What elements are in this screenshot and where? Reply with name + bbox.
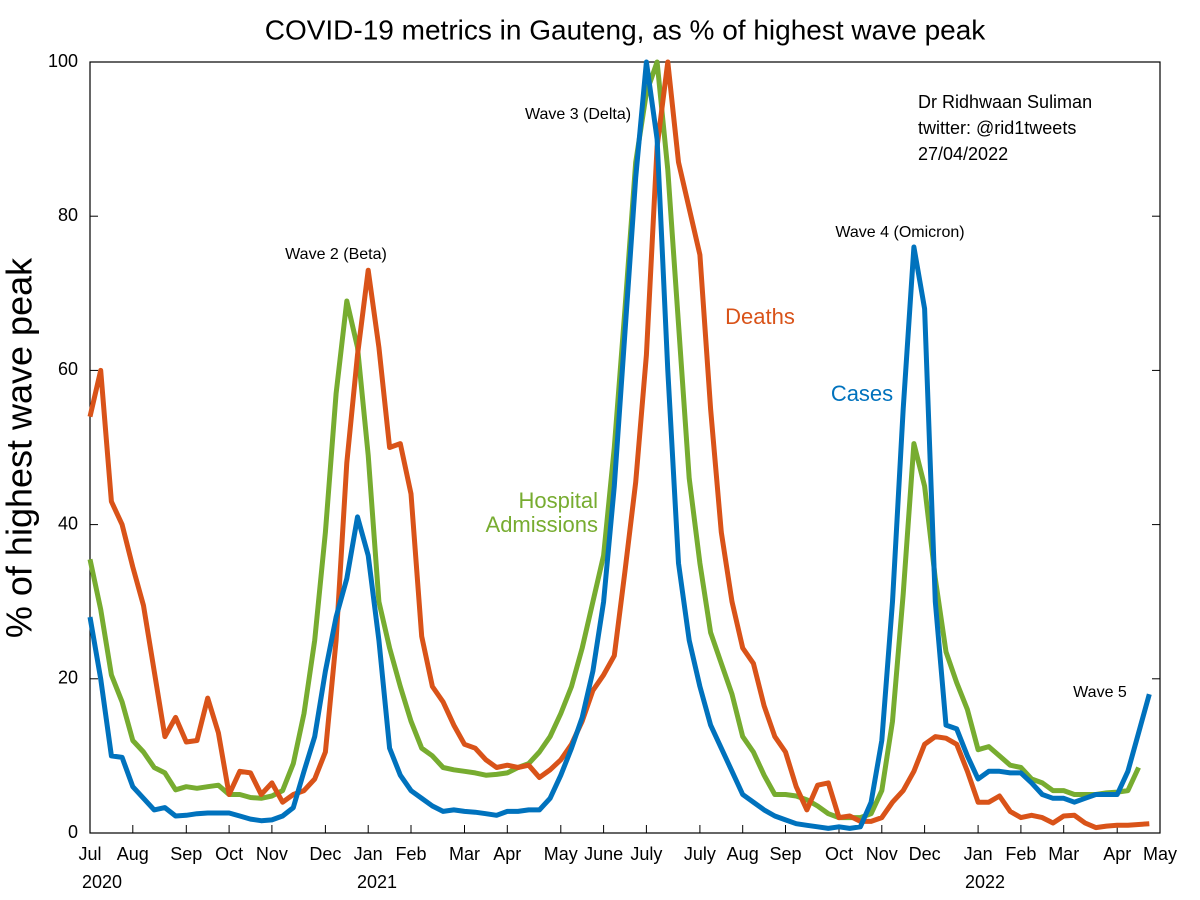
x-tick-label: Apr bbox=[1103, 844, 1131, 864]
year-label: 2020 bbox=[82, 872, 122, 892]
series-label: Hospital Admissions bbox=[486, 488, 598, 537]
annotation: Wave 3 (Delta) bbox=[525, 106, 631, 123]
y-tick-label: 0 bbox=[68, 822, 78, 842]
annotation: Wave 4 (Omicron) bbox=[835, 224, 964, 241]
x-tick-label: Oct bbox=[215, 844, 243, 864]
y-tick-label: 100 bbox=[48, 51, 78, 71]
x-tick-label: May bbox=[1143, 844, 1177, 864]
x-tick-label: Mar bbox=[1048, 844, 1079, 864]
annotation: Wave 2 (Beta) bbox=[285, 246, 387, 263]
y-tick-label: 40 bbox=[58, 513, 78, 533]
x-tick-label: Sep bbox=[170, 844, 202, 864]
y-axis-label: % of highest wave peak bbox=[0, 257, 40, 638]
credit: twitter: @rid1tweets bbox=[918, 118, 1076, 138]
x-tick-label: Mar bbox=[449, 844, 480, 864]
x-tick-label: Feb bbox=[395, 844, 426, 864]
x-tick-label: Dec bbox=[909, 844, 941, 864]
x-tick-label: Nov bbox=[256, 844, 288, 864]
series-label-line: Hospital bbox=[519, 488, 598, 513]
x-tick-label: Feb bbox=[1005, 844, 1036, 864]
credit: Dr Ridhwaan Suliman bbox=[918, 92, 1092, 112]
x-tick-label: Jan bbox=[354, 844, 383, 864]
series-label: Cases bbox=[831, 381, 893, 406]
x-tick-label: July bbox=[684, 844, 716, 864]
annotation: Wave 5 bbox=[1073, 684, 1127, 701]
x-tick-label: June bbox=[584, 844, 623, 864]
credit: 27/04/2022 bbox=[918, 144, 1008, 164]
y-tick-label: 60 bbox=[58, 359, 78, 379]
series-line bbox=[87, 59, 1141, 821]
x-tick-label: Aug bbox=[117, 844, 149, 864]
x-tick-label: Nov bbox=[866, 844, 898, 864]
y-tick-label: 80 bbox=[58, 205, 78, 225]
y-tick-label: 20 bbox=[58, 668, 78, 688]
x-tick-label: Dec bbox=[309, 844, 341, 864]
x-tick-label: Sep bbox=[769, 844, 801, 864]
year-label: 2022 bbox=[965, 872, 1005, 892]
x-tick-label: May bbox=[544, 844, 578, 864]
chart-title: COVID-19 metrics in Gauteng, as % of hig… bbox=[265, 14, 987, 45]
x-tick-label: Aug bbox=[727, 844, 759, 864]
series-label: Deaths bbox=[725, 304, 795, 329]
series-line bbox=[87, 59, 1152, 831]
series-line bbox=[87, 59, 1150, 831]
x-tick-label: Jan bbox=[964, 844, 993, 864]
series-label-line: Admissions bbox=[486, 512, 598, 537]
x-tick-label: Oct bbox=[825, 844, 853, 864]
x-tick-label: Apr bbox=[493, 844, 521, 864]
year-label: 2021 bbox=[357, 872, 397, 892]
plot-frame bbox=[89, 61, 1161, 834]
x-tick-label: July bbox=[630, 844, 662, 864]
x-tick-label: Jul bbox=[78, 844, 101, 864]
